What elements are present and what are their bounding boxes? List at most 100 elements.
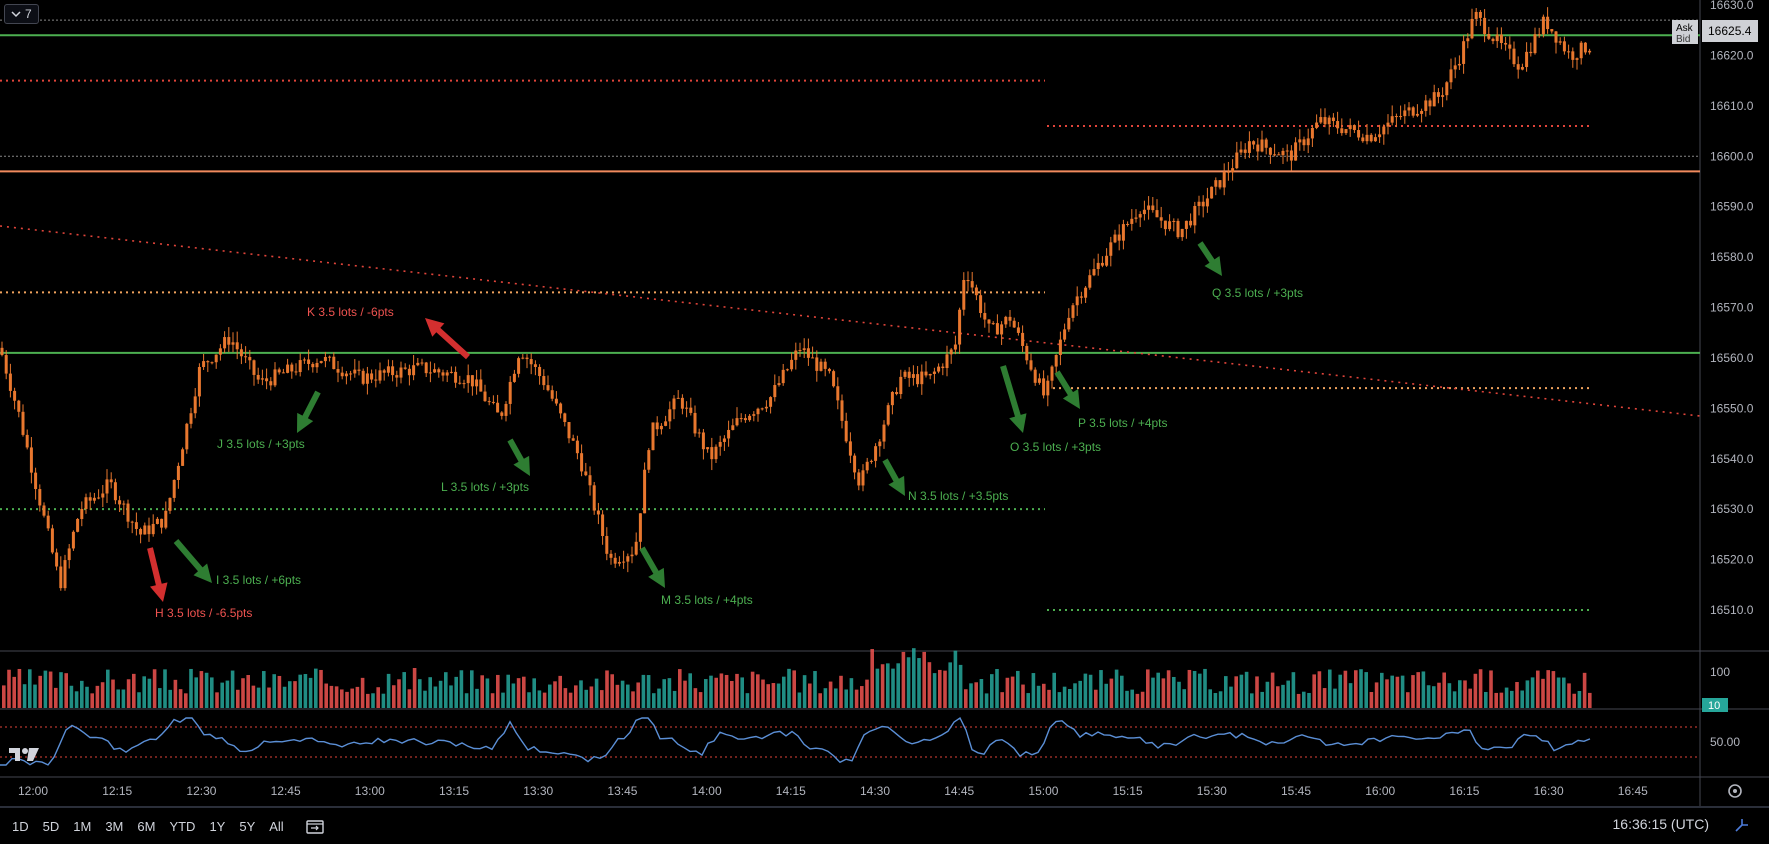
candle-body xyxy=(588,475,592,486)
candle-body xyxy=(1407,107,1411,111)
candle-body xyxy=(1130,218,1134,224)
candle-body xyxy=(307,359,311,364)
trade-label: K 3.5 lots / -6pts xyxy=(307,305,394,319)
candle-body xyxy=(286,364,290,373)
volume-bar xyxy=(371,693,375,708)
chart-canvas[interactable]: H 3.5 lots / -6.5pts I 3.5 lots / +6pts J … xyxy=(0,0,1769,806)
candle-body xyxy=(1054,354,1058,367)
volume-bar xyxy=(709,675,713,708)
candle-body xyxy=(1420,110,1424,114)
candle-body xyxy=(1037,378,1041,383)
volume-bar xyxy=(1161,678,1166,708)
legend-count: 7 xyxy=(25,7,32,21)
candle-body xyxy=(1176,220,1180,238)
candle-body xyxy=(1155,210,1159,218)
volume-bar xyxy=(392,685,396,708)
candle-body xyxy=(1386,122,1390,127)
candle-body xyxy=(445,372,449,376)
utc-clock[interactable]: 16:36:15 (UTC) xyxy=(1612,816,1709,832)
volume-bar xyxy=(1156,672,1160,708)
volume-bar xyxy=(1276,686,1280,708)
volume-bar xyxy=(1489,670,1493,708)
candle-body xyxy=(1340,128,1344,134)
candle-body xyxy=(739,418,743,420)
candle-body xyxy=(17,400,21,412)
volume-bar xyxy=(142,676,146,708)
time-tick-label: 14:15 xyxy=(776,784,806,798)
rsi-pane xyxy=(0,716,1700,766)
candle-body xyxy=(437,369,441,373)
candle-body xyxy=(399,367,403,378)
volume-bar xyxy=(532,678,536,708)
volume-bar xyxy=(714,677,718,708)
volume-bar xyxy=(683,680,687,708)
volume-bar xyxy=(917,658,921,708)
volume-bar xyxy=(423,690,427,708)
gear-icon[interactable] xyxy=(1726,782,1744,800)
candle-body xyxy=(886,405,890,425)
time-tick-label: 13:15 xyxy=(439,784,469,798)
range-6m-button[interactable]: 6M xyxy=(137,818,156,834)
candle-body xyxy=(1516,64,1520,70)
candle-body xyxy=(29,447,33,473)
candle-body xyxy=(1567,51,1571,53)
volume-bar xyxy=(1135,693,1140,708)
candle-body xyxy=(920,371,924,385)
range-5d-button[interactable]: 5D xyxy=(42,818,60,834)
volume-bar xyxy=(2,685,6,708)
volume-bar xyxy=(537,690,542,708)
range-1m-button[interactable]: 1M xyxy=(73,818,92,834)
candle-body xyxy=(1159,217,1163,221)
candle-body xyxy=(857,472,861,486)
volume-bar xyxy=(1556,677,1561,708)
candle-body xyxy=(458,382,462,384)
candle-body xyxy=(1151,205,1155,211)
volume-bar xyxy=(137,692,141,708)
volume-bar xyxy=(771,683,776,708)
trade-arrow-win xyxy=(173,539,212,583)
volume-bar xyxy=(750,671,755,708)
volume-bar xyxy=(1042,683,1046,708)
range-1y-button[interactable]: 1Y xyxy=(209,818,226,834)
trade-label: J 3.5 lots / +3pts xyxy=(217,437,305,451)
candle-body xyxy=(1197,201,1201,206)
candle-body xyxy=(1483,17,1487,35)
volume-bar xyxy=(870,649,874,708)
candle-body xyxy=(273,369,277,386)
range-3m-button[interactable]: 3M xyxy=(105,818,124,834)
volume-bar xyxy=(522,676,526,708)
candle-body xyxy=(769,397,773,407)
chart-settings-icon[interactable] xyxy=(1733,816,1751,834)
candle-body xyxy=(928,373,932,376)
candle-body xyxy=(34,472,38,490)
volume-bar xyxy=(818,693,822,708)
volume-bar xyxy=(168,689,172,708)
candle-body xyxy=(521,357,525,359)
volume-bar xyxy=(506,674,510,708)
volume-bar xyxy=(969,683,973,708)
volume-bar xyxy=(480,675,484,708)
price-tick-label: 16580.0 xyxy=(1710,250,1754,264)
candle-body xyxy=(630,554,634,557)
range-5y-button[interactable]: 5Y xyxy=(239,818,256,834)
legend-toggle-button[interactable]: 7 xyxy=(4,4,39,24)
range-1d-button[interactable]: 1D xyxy=(12,818,29,834)
trade-arrow-win xyxy=(297,390,321,433)
volume-bar xyxy=(1302,691,1306,708)
candle-body xyxy=(672,398,676,410)
range-all-button[interactable]: All xyxy=(269,818,284,834)
volume-bar xyxy=(1057,692,1062,708)
candle-body xyxy=(244,356,248,358)
candle-body xyxy=(4,355,8,374)
volume-bar xyxy=(376,687,380,708)
volume-bar xyxy=(1146,669,1150,708)
volume-bar xyxy=(828,681,833,708)
volume-bar xyxy=(938,669,942,708)
volume-bar xyxy=(33,684,37,708)
calendar-goto-icon[interactable] xyxy=(306,818,324,834)
range-ytd-button[interactable]: YTD xyxy=(169,818,196,834)
candle-body xyxy=(1533,34,1537,54)
candle-body xyxy=(1092,269,1096,276)
volume-bar xyxy=(470,670,474,708)
volume-bar xyxy=(943,670,947,708)
